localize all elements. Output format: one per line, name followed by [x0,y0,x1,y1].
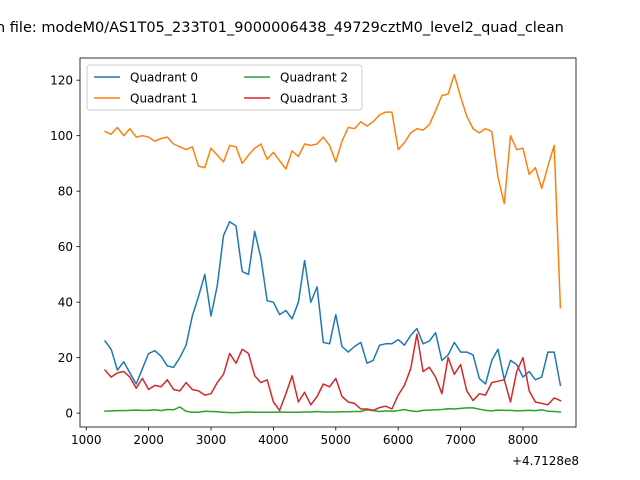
legend-label-quadrant-1: Quadrant 1 [130,91,198,105]
x-tick-label: 1000 [71,433,102,447]
y-tick-label: 120 [50,73,73,87]
series-line-quadrant-2 [104,406,562,414]
series-line-quadrant-1 [104,73,562,309]
series-line-quadrant-3 [103,333,562,412]
x-tick-label: 5000 [321,433,352,447]
x-tick-label: 4000 [258,433,289,447]
x-axis-offset-label: +4.7128e8 [512,454,579,468]
legend-label-quadrant-2: Quadrant 2 [280,70,348,84]
series-line-quadrant-0 [103,220,562,387]
x-tick-label: 3000 [196,433,227,447]
series-layer [103,73,562,414]
y-tick-label: 20 [58,351,73,365]
axes-layer: 1000 2000 3000 4000 5000 6000 7000 8000 0 20 40 60 8… [50,57,577,447]
legend: Quadrant 0 Quadrant 1 Quadrant 2 Quadrant 3 [86,64,363,111]
legend-box [86,64,363,111]
legend-label-quadrant-0: Quadrant 0 [130,70,198,84]
y-tick-label: 0 [65,406,73,420]
chart-title: n file: modeM0/AS1T05_233T01_9000006438_… [0,20,564,36]
x-tick-label: 2000 [133,433,164,447]
axes-frame [79,57,577,428]
x-tick-label: 7000 [445,433,476,447]
y-tick-label: 100 [50,129,73,143]
legend-label-quadrant-3: Quadrant 3 [280,91,348,105]
x-tick-label: 8000 [508,433,539,447]
y-tick-label: 40 [58,295,73,309]
x-tick-label: 6000 [383,433,414,447]
y-tick-label: 80 [58,184,73,198]
y-tick-label: 60 [58,240,73,254]
